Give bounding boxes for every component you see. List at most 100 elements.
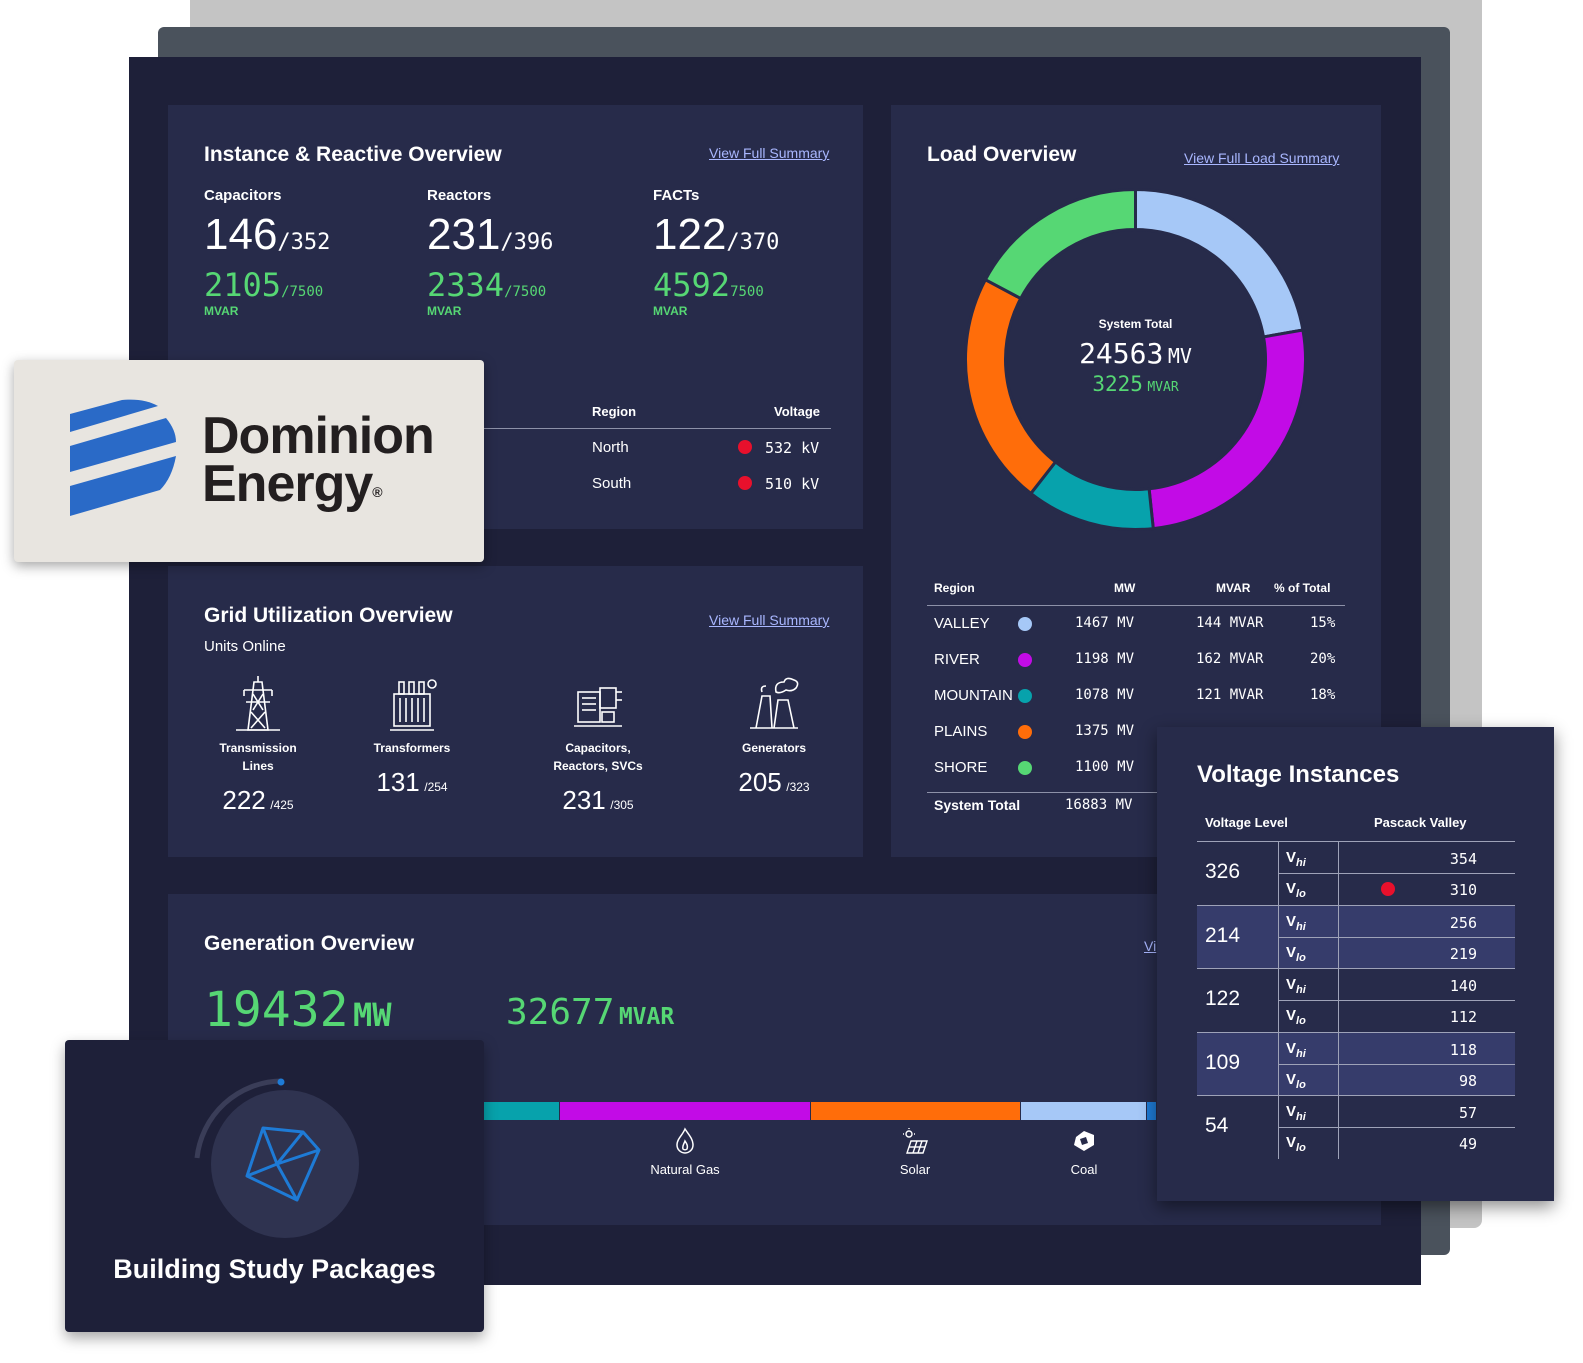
- load-mw: 1467 MV: [1075, 615, 1135, 631]
- v-lo-label: Vlo: [1286, 1007, 1306, 1027]
- region-color-dot: [1018, 761, 1032, 775]
- row-divider: [1278, 936, 1515, 938]
- grid-panel-subtitle: Units Online: [204, 638, 286, 655]
- load-pct: 18%: [1310, 687, 1336, 703]
- transmission-tower-icon: [236, 676, 280, 731]
- v-lo-value: 49: [1458, 1135, 1477, 1153]
- load-region: VALLEY: [934, 615, 990, 632]
- stat-total: /352: [277, 230, 331, 255]
- v-hi-value: 256: [1449, 913, 1477, 932]
- solar-panel-icon: [903, 1128, 928, 1154]
- facts-stat: FACTs 122/370 45927500 MVAR: [653, 187, 779, 318]
- registered-mark: ®: [372, 484, 382, 500]
- mvar-total: /7500: [504, 284, 547, 300]
- donut-center-mvar-unit: MVAR: [1147, 380, 1179, 395]
- building-study-packages-card[interactable]: Building Study Packages: [65, 1040, 484, 1332]
- load-col-pct: % of Total: [1274, 581, 1331, 595]
- voltage-alert-dot: [738, 476, 752, 490]
- reactors-stat: Reactors 231/396 2334/7500 MVAR: [427, 187, 553, 318]
- row-divider: [1278, 1000, 1515, 1001]
- mvar-total: /7500: [281, 284, 324, 300]
- unit-total: /323: [786, 780, 810, 794]
- v-hi-label: Vhi: [1286, 1039, 1306, 1060]
- load-region: MOUNTAIN: [934, 687, 1013, 704]
- instance-panel-title: Instance & Reactive Overview: [204, 143, 502, 166]
- generation-mvar-value: 32677: [506, 992, 615, 1033]
- mvar-value: 2334: [427, 266, 505, 304]
- generation-mw-unit: MW: [352, 996, 392, 1034]
- dominion-energy-wordmark: Dominion Energy®: [202, 407, 435, 513]
- donut-center-label: System Total: [1098, 317, 1173, 331]
- instance-view-summary-link[interactable]: View Full Summary: [709, 145, 830, 161]
- flame-icon: [676, 1127, 694, 1154]
- stat-value: 231: [427, 210, 501, 259]
- donut-center: System Total 24563 MV 3225 MVAR: [963, 187, 1308, 396]
- unit-total: /425: [270, 798, 294, 812]
- load-total-divider: [927, 792, 1345, 793]
- voltage-level: 54: [1205, 1114, 1229, 1137]
- stat-label: FACTs: [653, 187, 700, 204]
- v-lo-label: Vlo: [1286, 943, 1306, 964]
- donut-center-mw-unit: MV: [1167, 344, 1192, 368]
- gem-progress-graphic: [194, 1078, 359, 1238]
- bar-segment-coal: [1021, 1102, 1146, 1120]
- unit-label: Transformers: [373, 741, 451, 755]
- table-divider: [458, 428, 831, 429]
- bar-segment-solar: [811, 1102, 1020, 1120]
- stat-label: Capacitors: [204, 187, 282, 204]
- region-color-dot: [1018, 689, 1032, 703]
- v-lo-label: Vlo: [1286, 880, 1306, 900]
- bar-segment-blue: [1147, 1102, 1156, 1120]
- load-total-label: System Total: [934, 797, 1021, 813]
- row-divider: [1278, 873, 1515, 874]
- unit-value: 131: [376, 767, 420, 797]
- region-color-dot: [1018, 725, 1032, 739]
- logo-line2: Energy®: [202, 455, 383, 513]
- load-view-summary-link[interactable]: View Full Load Summary: [1184, 150, 1340, 166]
- region-color-dot: [1018, 617, 1032, 631]
- v-lo-value: 98: [1458, 1071, 1477, 1090]
- unit-value: 222: [222, 785, 266, 815]
- unit-label: Generators: [741, 741, 807, 755]
- mvar-value: 2105: [204, 266, 282, 304]
- voltage-alert-dot: [738, 440, 752, 454]
- voltage-cell: 532 kV: [765, 439, 820, 457]
- mvar-unit: MVAR: [204, 304, 239, 318]
- region-color-dot: [1018, 653, 1032, 667]
- voltage-col-pascack: Pascack Valley: [1374, 815, 1467, 830]
- logo-line1: Dominion: [202, 407, 435, 465]
- stat-value: 122: [653, 210, 727, 259]
- load-mw: 1078 MV: [1075, 687, 1135, 703]
- voltage-alert-dot: [1381, 882, 1395, 896]
- generation-mw-value: 19432: [204, 982, 349, 1038]
- grid-view-summary-link[interactable]: View Full Summary: [709, 612, 830, 628]
- load-total-mw: 16883 MV: [1065, 797, 1133, 813]
- dominion-energy-logo-card: Dominion Energy®: [14, 360, 484, 562]
- v-hi-value: 354: [1449, 850, 1477, 868]
- v-hi-value: 57: [1458, 1104, 1477, 1122]
- generation-view-summary-link[interactable]: Vi: [1144, 938, 1157, 954]
- v-lo-label: Vlo: [1286, 1070, 1306, 1091]
- capacitors-stat: Capacitors 146/352 2105/7500 MVAR: [204, 187, 330, 318]
- gem-icon: [245, 1126, 321, 1202]
- load-donut-chart: [964, 187, 1307, 531]
- transformer-icon: [390, 679, 437, 731]
- voltage-row: 214 Vhi Vlo 256 219: [1197, 904, 1515, 969]
- v-hi-value: 140: [1449, 977, 1477, 995]
- v-hi-label: Vhi: [1286, 912, 1306, 933]
- unit-total: /254: [424, 780, 448, 794]
- voltage-card-title: Voltage Instances: [1197, 761, 1400, 788]
- voltage-row: 54 Vhi Vlo 57 49: [1197, 1095, 1515, 1159]
- v-lo-value: 112: [1449, 1008, 1477, 1026]
- unit-value: 231: [562, 785, 606, 815]
- v-hi-label: Vhi: [1286, 849, 1306, 869]
- voltage-col-header: Voltage: [774, 404, 820, 419]
- donut-segments: [964, 187, 1307, 531]
- generation-mvar: 32677 MVAR: [506, 992, 674, 1033]
- load-region: SHORE: [934, 759, 988, 776]
- unit-total: /305: [610, 798, 634, 812]
- region-cell: South: [592, 475, 632, 492]
- generation-panel-title: Generation Overview: [204, 932, 415, 955]
- generation-mvar-unit: MVAR: [618, 1004, 675, 1030]
- voltage-row: 109 Vhi Vlo 118 98: [1197, 1031, 1515, 1096]
